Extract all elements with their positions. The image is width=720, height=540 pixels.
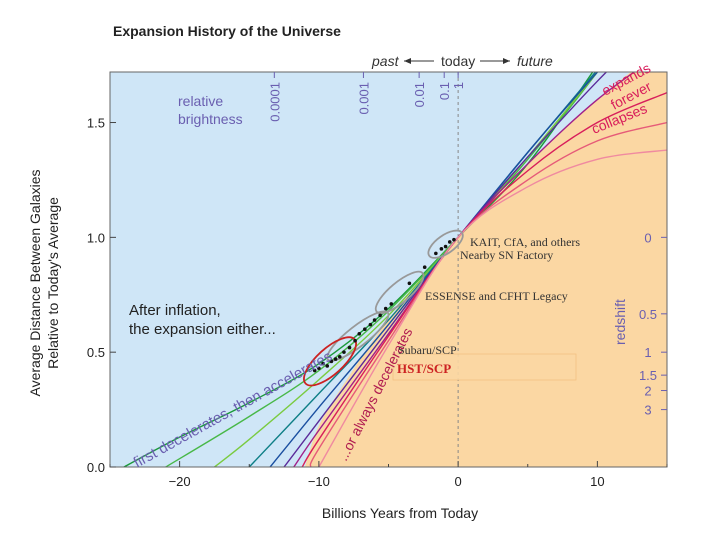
- supernova-point-10: [357, 332, 362, 336]
- redshift-tick-label-5: 3: [644, 403, 651, 418]
- supernova-point-11: [363, 327, 367, 332]
- supernova-point-15: [383, 306, 388, 311]
- supernova-point-0: [312, 368, 317, 373]
- survey-nearby-label: Nearby SN Factory: [460, 248, 553, 262]
- future-label: future: [517, 53, 553, 69]
- y-tick-label-1: 0.5: [87, 345, 105, 360]
- y-axis-ticks: 0.0 0.5 1.0 1.5: [87, 116, 116, 475]
- chart-title: Expansion History of the Universe: [113, 23, 341, 39]
- supernova-point-18: [422, 265, 427, 270]
- supernova-point-7: [342, 350, 346, 354]
- y-axis-label-line2: Relative to Today's Average: [45, 197, 61, 369]
- subaru-ellipse: [326, 310, 390, 362]
- brightness-tick-label-2: 0.01: [412, 82, 427, 107]
- y-axis-label-line1: Average Distance Between Galaxies: [27, 170, 43, 397]
- expansion-curve-0: [123, 72, 594, 467]
- survey-subaru-label: Subaru/SCP: [398, 343, 457, 357]
- essence-ellipse: [374, 270, 425, 315]
- x-tick-label-0: −20: [169, 474, 191, 489]
- supernova-point-17: [407, 281, 412, 286]
- kait-ellipse: [427, 229, 464, 259]
- after-inflation-line1: After inflation,: [129, 302, 221, 319]
- brightness-ticks: 0.0001 0.001 0.01 0.11: [267, 72, 466, 122]
- y-tick-label-0: 0.0: [87, 460, 105, 475]
- supernova-point-4: [329, 359, 334, 364]
- supernova-point-8: [347, 345, 352, 350]
- supernova-point-3: [325, 364, 330, 368]
- x-axis-label: Billions Years from Today: [322, 505, 478, 521]
- y-tick-label-3: 1.5: [87, 116, 105, 131]
- brightness-label-line2: brightness: [178, 111, 243, 127]
- brightness-tick-label-4: 1: [451, 82, 466, 89]
- y-tick-label-2: 1.0: [87, 230, 105, 245]
- x-tick-label-2: 0: [455, 474, 462, 489]
- survey-hst-label: HST/SCP: [397, 361, 451, 376]
- supernova-point-6: [337, 354, 342, 359]
- redshift-tick-label-2: 1: [644, 345, 651, 360]
- survey-kait-label: KAIT, CfA, and others: [470, 235, 580, 249]
- plot-area: [110, 72, 667, 467]
- redshift-tick-label-3: 1.5: [639, 368, 657, 383]
- brightness-tick-label-1: 0.001: [356, 82, 371, 115]
- supernova-point-19: [434, 251, 438, 256]
- supernova-point-2: [321, 361, 325, 366]
- supernova-point-20: [439, 247, 444, 251]
- survey-essence-label: ESSENSE and CFHT Legacy: [425, 289, 568, 303]
- supernova-point-23: [452, 237, 456, 242]
- supernova-point-21: [443, 244, 448, 249]
- supernova-point-9: [353, 338, 357, 343]
- supernova-point-5: [333, 357, 338, 361]
- past-arrowhead: [404, 58, 411, 64]
- future-arrowhead: [503, 58, 510, 64]
- hst-highlight-box: [392, 353, 577, 381]
- supernova-point-22: [447, 240, 452, 244]
- x-tick-label-3: 10: [590, 474, 604, 489]
- brightness-label-line1: relative: [178, 93, 223, 109]
- past-label: past: [371, 53, 400, 69]
- redshift-tick-label-1: 0.5: [639, 307, 657, 322]
- brightness-tick-label-3: 0.1: [437, 82, 452, 100]
- after-inflation-line2: the expansion either...: [129, 321, 276, 338]
- supernova-point-14: [378, 313, 382, 318]
- today-label: today: [441, 53, 475, 69]
- expansion-curve-9: [318, 149, 667, 467]
- redshift-label: redshift: [612, 299, 628, 345]
- redshift-tick-label-0: 0: [644, 230, 651, 245]
- redshift-ticks: 0 0.5 1 1.52 3: [639, 230, 667, 418]
- x-tick-label-1: −10: [308, 474, 330, 489]
- redshift-tick-label-4: 2: [644, 384, 651, 399]
- supernova-points: [312, 237, 456, 373]
- supernova-point-16: [389, 302, 394, 306]
- brightness-tick-label-0: 0.0001: [267, 82, 282, 122]
- supernova-point-13: [372, 318, 377, 322]
- supernova-point-12: [368, 322, 373, 327]
- supernova-point-1: [317, 366, 321, 371]
- x-axis-ticks: −20 −10 0 10: [109, 461, 668, 489]
